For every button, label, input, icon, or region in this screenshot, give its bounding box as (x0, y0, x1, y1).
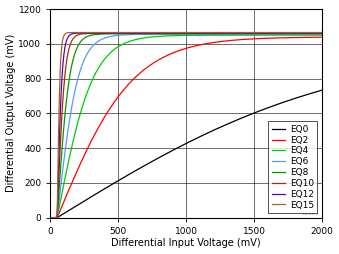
EQ8 (177, 32, 181, 35)
EQ6 (162, 33, 166, 36)
EQ8 (165, 32, 169, 35)
Line: EQ0: EQ0 (51, 90, 322, 218)
Line: EQ15: EQ15 (51, 33, 322, 218)
EQ10 (298, 32, 302, 35)
EQ10 (198, 32, 202, 35)
EQ0 (177, 145, 181, 148)
EQ2 (48, 216, 53, 219)
EQ6 (320, 33, 324, 36)
EQ12 (320, 31, 324, 35)
EQ15 (165, 31, 169, 34)
EQ0 (298, 95, 302, 98)
EQ15 (298, 31, 302, 34)
EQ10 (246, 32, 250, 35)
EQ12 (246, 31, 250, 35)
EQ15 (177, 31, 181, 34)
Line: EQ10: EQ10 (51, 33, 322, 218)
Text: C2021: C2021 (301, 211, 319, 216)
EQ2 (165, 54, 169, 57)
X-axis label: Differential Input Voltage (mV): Differential Input Voltage (mV) (112, 239, 261, 248)
Y-axis label: Differential Output Voltage (mV): Differential Output Voltage (mV) (5, 34, 16, 193)
EQ12 (48, 216, 53, 219)
Line: EQ8: EQ8 (51, 34, 322, 218)
EQ15 (246, 31, 250, 34)
Line: EQ4: EQ4 (51, 35, 322, 218)
EQ10 (320, 32, 324, 35)
EQ0 (246, 114, 250, 117)
EQ8 (246, 32, 250, 35)
EQ0 (48, 216, 53, 219)
EQ10 (177, 32, 181, 35)
EQ8 (290, 32, 294, 35)
EQ2 (162, 55, 166, 58)
EQ4 (312, 34, 316, 37)
EQ8 (48, 216, 53, 219)
EQ2 (246, 38, 250, 41)
EQ2 (320, 36, 324, 39)
EQ15 (320, 31, 324, 34)
EQ2 (298, 36, 302, 39)
EQ6 (312, 33, 316, 36)
Legend: EQ0, EQ2, EQ4, EQ6, EQ8, EQ10, EQ12, EQ15: EQ0, EQ2, EQ4, EQ6, EQ8, EQ10, EQ12, EQ1… (268, 121, 318, 213)
EQ6 (298, 33, 302, 36)
EQ8 (312, 32, 316, 35)
EQ6 (246, 33, 250, 36)
EQ0 (312, 91, 316, 94)
EQ2 (312, 36, 316, 39)
EQ10 (48, 216, 53, 219)
EQ12 (165, 31, 169, 35)
Line: EQ12: EQ12 (51, 33, 322, 218)
EQ6 (165, 33, 169, 36)
Line: EQ2: EQ2 (51, 37, 322, 218)
EQ8 (320, 32, 324, 35)
EQ12 (312, 31, 316, 35)
EQ12 (298, 31, 302, 35)
EQ2 (177, 49, 181, 52)
EQ0 (165, 152, 169, 155)
EQ15 (48, 216, 53, 219)
EQ4 (246, 34, 250, 37)
EQ4 (320, 34, 324, 37)
EQ12 (162, 31, 166, 35)
EQ4 (177, 34, 181, 37)
EQ8 (298, 32, 302, 35)
EQ0 (162, 153, 166, 156)
EQ0 (320, 89, 324, 92)
EQ4 (165, 34, 169, 37)
EQ4 (48, 216, 53, 219)
EQ12 (147, 31, 152, 35)
EQ12 (177, 31, 181, 35)
EQ6 (48, 216, 53, 219)
EQ8 (162, 32, 166, 35)
EQ10 (165, 32, 169, 35)
EQ10 (162, 32, 166, 35)
EQ4 (298, 34, 302, 37)
EQ15 (109, 31, 113, 34)
EQ4 (162, 35, 166, 38)
EQ15 (162, 31, 166, 34)
EQ15 (312, 31, 316, 34)
EQ6 (177, 33, 181, 36)
Line: EQ6: EQ6 (51, 34, 322, 218)
EQ10 (312, 32, 316, 35)
